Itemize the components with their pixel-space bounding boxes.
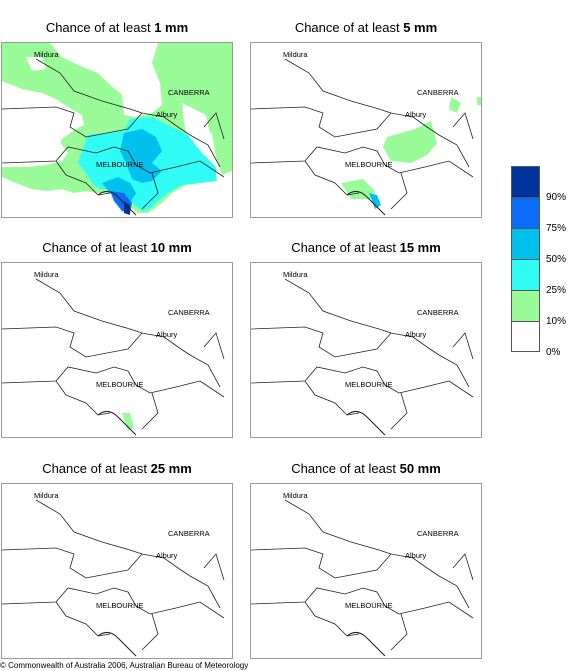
rain-probability-shading — [341, 97, 481, 209]
svg-text:Mildura: Mildura — [34, 270, 59, 279]
probability-map: Mildura CANBERRA Albury MELBOURNE — [1, 483, 233, 659]
rain-probability-shading — [122, 413, 134, 431]
svg-text:Mildura: Mildura — [34, 491, 59, 500]
map-labels: Mildura CANBERRA Albury MELBOURNE — [34, 491, 210, 610]
legend-label-25: 25% — [546, 285, 567, 296]
state-borders — [2, 499, 225, 657]
probability-map: Mildura CANBERRA Albury MELBOURNE — [250, 483, 482, 659]
state-borders — [2, 278, 225, 436]
svg-text:MELBOURNE: MELBOURNE — [96, 601, 144, 610]
svg-text:MELBOURNE: MELBOURNE — [345, 160, 393, 169]
map-svg: Mildura CANBERRA Albury MELBOURNE — [2, 491, 225, 657]
svg-text:Albury: Albury — [405, 330, 427, 339]
svg-text:CANBERRA: CANBERRA — [168, 529, 210, 538]
panel-title: Chance of at least 5 mm — [294, 20, 438, 35]
probability-map: Mildura CANBERRA Albury MELBOURNE — [250, 262, 482, 438]
rain-probability-shading — [2, 43, 232, 215]
panel-title: Chance of at least 25 mm — [42, 461, 192, 476]
state-borders — [251, 58, 474, 216]
svg-text:MELBOURNE: MELBOURNE — [96, 160, 144, 169]
panel-title: Chance of at least 50 mm — [291, 461, 441, 476]
svg-text:MELBOURNE: MELBOURNE — [345, 601, 393, 610]
svg-text:CANBERRA: CANBERRA — [417, 529, 459, 538]
svg-text:CANBERRA: CANBERRA — [417, 308, 459, 317]
panel-title: Chance of at least 10 mm — [42, 240, 192, 255]
svg-text:CANBERRA: CANBERRA — [168, 88, 210, 97]
map-labels: Mildura CANBERRA Albury MELBOURNE — [34, 50, 210, 169]
map-svg: Mildura CANBERRA Albury MELBOURNE — [251, 50, 481, 216]
svg-text:Mildura: Mildura — [283, 270, 308, 279]
svg-text:Mildura: Mildura — [283, 491, 308, 500]
legend-label-50: 50% — [546, 254, 567, 265]
legend-label-90: 90% — [546, 192, 567, 203]
legend-swatch-25 — [511, 259, 540, 290]
svg-text:MELBOURNE: MELBOURNE — [96, 380, 144, 389]
copyright-notice: © Commonwealth of Australia 2006, Austra… — [0, 661, 249, 670]
legend-swatch-50 — [511, 228, 540, 259]
map-svg: Mildura CANBERRA Albury MELBOURNE — [251, 270, 474, 436]
state-borders — [251, 499, 474, 657]
probability-legend: 90% 75% 50% 25% 10% 0% — [511, 166, 570, 366]
svg-text:Albury: Albury — [156, 330, 178, 339]
state-borders — [251, 278, 474, 436]
map-svg: Mildura CANBERRA Albury MELBOURNE — [2, 270, 225, 436]
svg-text:Albury: Albury — [156, 551, 178, 560]
svg-text:Mildura: Mildura — [283, 50, 308, 59]
map-svg: Mildura CANBERRA Albury MELBOURNE — [251, 491, 474, 657]
legend-label-10: 10% — [546, 316, 567, 327]
map-labels: Mildura CANBERRA Albury MELBOURNE — [34, 270, 210, 389]
probability-map: Mildura CANBERRA Albury MELBOURNE — [1, 262, 233, 438]
map-svg: Mildura CANBERRA Albury MELBOURNE — [2, 43, 232, 216]
panel-title: Chance of at least 15 mm — [291, 240, 441, 255]
legend-label-0: 0% — [546, 347, 561, 358]
svg-text:Albury: Albury — [405, 110, 427, 119]
legend-swatch-10 — [511, 290, 540, 321]
legend-swatch-75 — [511, 197, 540, 228]
svg-text:Albury: Albury — [405, 551, 427, 560]
probability-map: Mildura CANBERRA Albury MELBOURNE — [250, 42, 482, 218]
svg-text:CANBERRA: CANBERRA — [168, 308, 210, 317]
legend-label-75: 75% — [546, 223, 567, 234]
svg-text:Mildura: Mildura — [34, 50, 59, 59]
map-labels: Mildura CANBERRA Albury MELBOURNE — [283, 270, 459, 389]
probability-map: Mildura CANBERRA Albury MELBOURNE — [1, 42, 233, 218]
state-borders — [2, 58, 225, 216]
legend-swatch-90 — [511, 166, 540, 197]
legend-swatch-0 — [511, 321, 540, 352]
map-labels: Mildura CANBERRA Albury MELBOURNE — [283, 50, 459, 169]
panel-title: Chance of at least 1 mm — [45, 20, 189, 35]
map-labels: Mildura CANBERRA Albury MELBOURNE — [283, 491, 459, 610]
svg-text:CANBERRA: CANBERRA — [417, 88, 459, 97]
svg-text:Albury: Albury — [156, 110, 178, 119]
svg-text:MELBOURNE: MELBOURNE — [345, 380, 393, 389]
